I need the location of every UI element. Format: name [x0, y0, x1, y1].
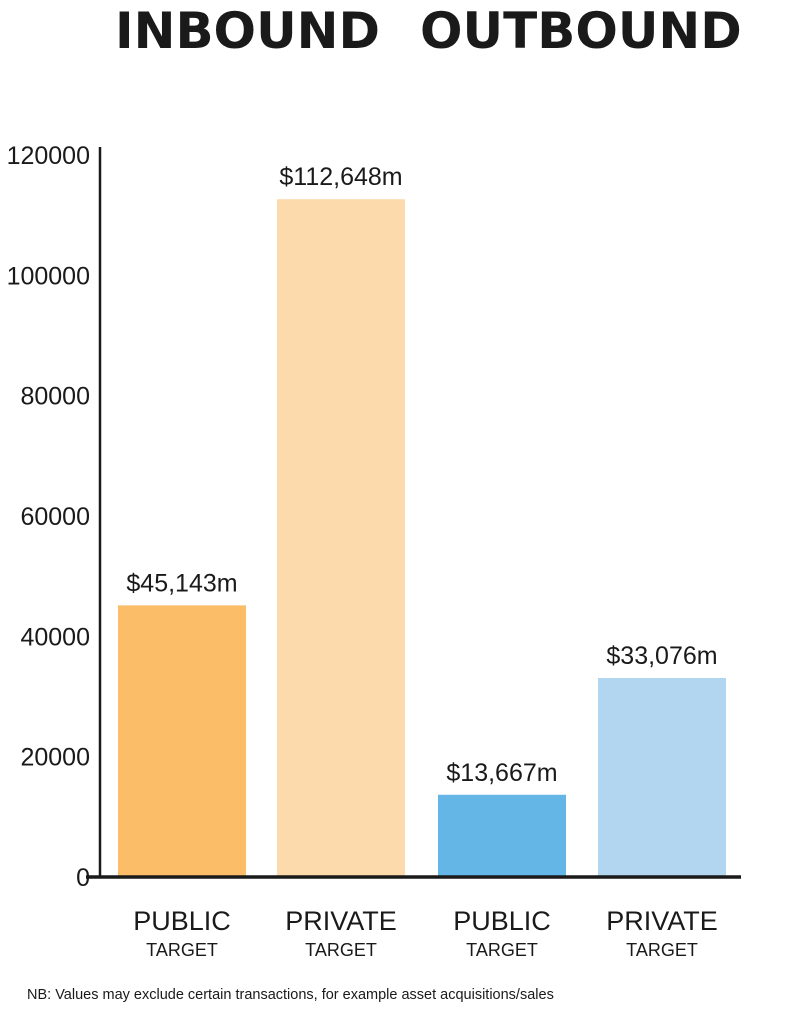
y-tick-label: 20000	[20, 744, 90, 772]
data-labels: $45,143m $112,648m $13,667m $33,076m	[126, 163, 717, 787]
y-axis-ticks: 0 20000 40000 60000 80000 100000 120000	[7, 142, 90, 892]
bar-inbound-public	[118, 605, 246, 877]
y-tick-label: 80000	[20, 383, 90, 411]
bar-outbound-private	[598, 677, 726, 877]
x-category-sublabel: TARGET	[466, 940, 538, 960]
y-tick-label: 60000	[20, 503, 90, 531]
data-label: $112,648m	[279, 163, 402, 191]
y-tick-label: 120000	[7, 142, 90, 170]
x-category-sublabel: TARGET	[626, 940, 698, 960]
data-label: $13,667m	[446, 759, 557, 787]
bar-inbound-private	[277, 199, 405, 878]
x-category-label: PRIVATE	[606, 906, 718, 936]
data-label: $33,076m	[606, 642, 717, 670]
y-tick-label: 40000	[20, 623, 90, 651]
footnote: NB: Values may exclude certain transacti…	[27, 987, 554, 1003]
x-category-label: PUBLIC	[133, 906, 231, 936]
bars-group	[118, 199, 726, 878]
y-tick-label: 0	[76, 864, 90, 892]
x-category-label: PRIVATE	[285, 906, 397, 936]
inbound-heading: INBOUND	[115, 2, 381, 60]
x-category-sublabel: TARGET	[146, 940, 218, 960]
bar-outbound-public	[438, 794, 566, 877]
x-category-label: PUBLIC	[453, 906, 551, 936]
x-category-sublabel: TARGET	[305, 940, 377, 960]
y-tick-label: 100000	[7, 262, 90, 290]
outbound-heading: OUTBOUND	[420, 2, 742, 60]
x-axis-labels: PUBLIC TARGET PRIVATE TARGET PUBLIC TARGET PRI…	[133, 906, 718, 960]
data-label: $45,143m	[126, 569, 237, 597]
